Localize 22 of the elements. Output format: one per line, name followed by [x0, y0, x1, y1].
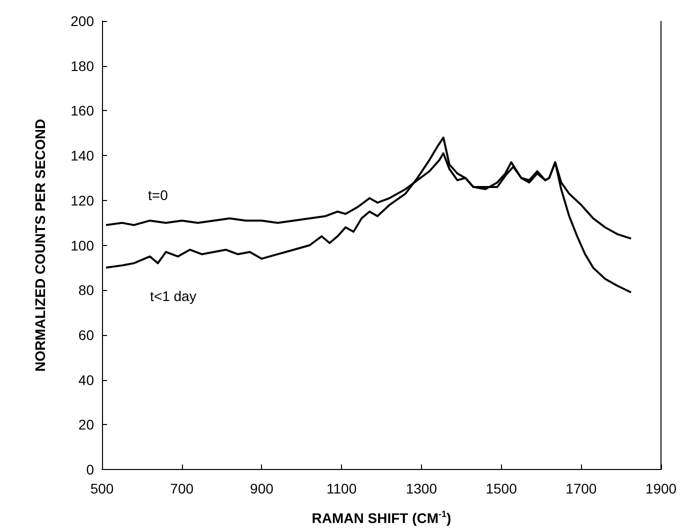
x-tick-label: 500 [90, 480, 114, 496]
y-tick-label: 80 [78, 282, 94, 298]
y-tick-label: 180 [70, 58, 94, 74]
x-tick-label: 900 [250, 480, 274, 496]
y-axis-title: NORMALIZED COUNTS PER SECOND [32, 118, 48, 372]
y-tick-label: 200 [70, 13, 94, 29]
annotation: t=0 [148, 187, 168, 203]
x-tick-label: 1100 [326, 480, 357, 496]
x-tick-label: 1700 [566, 480, 597, 496]
x-tick-label: 1300 [406, 480, 438, 496]
y-tick-label: 140 [70, 148, 94, 164]
y-tick-label: 100 [70, 237, 94, 254]
y-tick-label: 0 [86, 462, 94, 478]
x-tick-label: 1900 [645, 480, 677, 496]
x-tick-label: 1500 [486, 480, 518, 496]
y-tick-label: 60 [78, 326, 94, 343]
y-tick-label: 160 [70, 102, 94, 119]
y-tick-label: 40 [78, 372, 94, 388]
x-tick-label: 700 [170, 480, 194, 496]
annotation: t<1 day [150, 288, 196, 304]
y-tick-label: 120 [70, 192, 94, 208]
y-tick-label: 20 [78, 416, 94, 433]
